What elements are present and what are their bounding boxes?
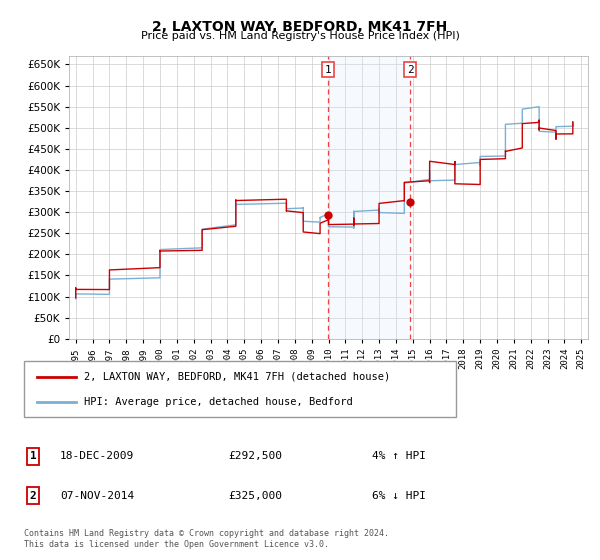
Text: 07-NOV-2014: 07-NOV-2014	[60, 491, 134, 501]
Text: 2: 2	[407, 64, 413, 74]
Text: 1: 1	[325, 64, 331, 74]
Text: £325,000: £325,000	[228, 491, 282, 501]
Text: 18-DEC-2009: 18-DEC-2009	[60, 451, 134, 461]
Text: HPI: Average price, detached house, Bedford: HPI: Average price, detached house, Bedf…	[85, 396, 353, 407]
Text: 1: 1	[29, 451, 37, 461]
Text: 6% ↓ HPI: 6% ↓ HPI	[372, 491, 426, 501]
Text: 4% ↑ HPI: 4% ↑ HPI	[372, 451, 426, 461]
FancyBboxPatch shape	[24, 361, 456, 417]
Text: 2, LAXTON WAY, BEDFORD, MK41 7FH (detached house): 2, LAXTON WAY, BEDFORD, MK41 7FH (detach…	[85, 372, 391, 382]
Text: Price paid vs. HM Land Registry's House Price Index (HPI): Price paid vs. HM Land Registry's House …	[140, 31, 460, 41]
Bar	[328, 56, 410, 339]
Text: £292,500: £292,500	[228, 451, 282, 461]
Text: Contains HM Land Registry data © Crown copyright and database right 2024.
This d: Contains HM Land Registry data © Crown c…	[24, 529, 389, 549]
Text: 2, LAXTON WAY, BEDFORD, MK41 7FH: 2, LAXTON WAY, BEDFORD, MK41 7FH	[152, 20, 448, 34]
Text: 2: 2	[29, 491, 37, 501]
